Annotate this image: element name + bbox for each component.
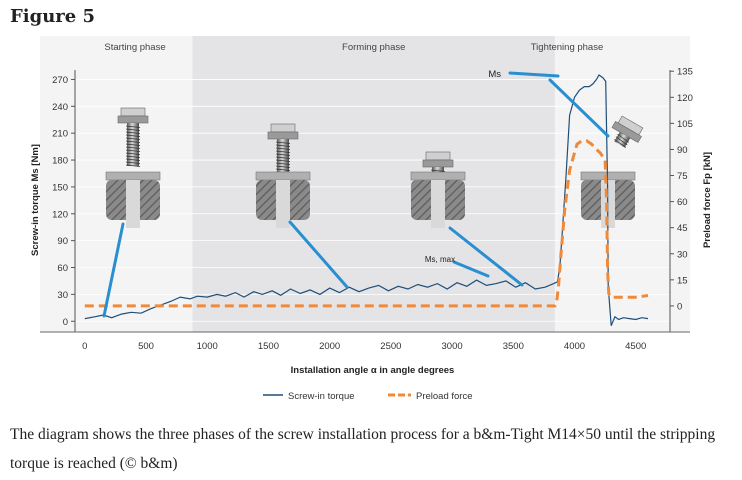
- screw-head: [120, 107, 146, 117]
- figure-caption: The diagram shows the three phases of th…: [10, 426, 716, 472]
- thread-line: [275, 162, 291, 165]
- thread-line: [125, 152, 141, 155]
- callout-line: [288, 220, 349, 289]
- x-tick-label: 2000: [319, 341, 340, 352]
- thread-line: [125, 155, 141, 158]
- left-tick-label: 240: [52, 102, 68, 113]
- x-tick-label: 1000: [197, 341, 218, 352]
- thread-line: [275, 153, 291, 156]
- thread-line: [125, 137, 141, 140]
- phase-label: Forming phase: [342, 42, 405, 53]
- screw-illustration-icon: [117, 107, 149, 167]
- screw-illustration-icon: [611, 115, 644, 148]
- screw-flange: [267, 131, 299, 140]
- thread-line: [125, 158, 141, 161]
- washer: [105, 171, 161, 181]
- thread-line: [125, 146, 141, 149]
- callout-line: [448, 226, 524, 287]
- preload-force-line: [84, 139, 649, 308]
- thread-line: [430, 169, 446, 172]
- ms-annotation: Ms: [488, 69, 501, 80]
- thread-line: [125, 161, 141, 164]
- left-tick-label: 180: [52, 156, 68, 167]
- callout-line: [452, 260, 490, 278]
- left-tick-label: 120: [52, 209, 68, 220]
- right-tick-label: 120: [677, 93, 693, 104]
- workpiece-illustration: [410, 171, 466, 228]
- thread-line: [125, 134, 141, 137]
- phase-label: Tightening phase: [531, 42, 604, 53]
- x-axis-title: Installation angle α in angle degrees: [291, 365, 455, 376]
- pilot-hole: [431, 180, 445, 228]
- thread-line: [614, 139, 627, 148]
- forming-phase-band: [192, 36, 555, 332]
- left-tick-label: 60: [57, 263, 68, 274]
- thread-line: [275, 150, 291, 153]
- right-tick-label: 60: [677, 197, 688, 208]
- left-tick-label: 270: [52, 75, 68, 86]
- thread-line: [615, 136, 628, 146]
- washer: [410, 171, 466, 181]
- right-axis-title: Preload force Fp [kN]: [702, 152, 713, 248]
- workpiece-illustration: [255, 171, 311, 228]
- left-axis-title: Screw-in torque Ms [Nm]: [30, 144, 41, 256]
- thread-line: [125, 149, 141, 152]
- screw-head: [270, 123, 296, 133]
- figure-label: Figure 5: [10, 6, 96, 27]
- workpiece-illustration: [105, 171, 161, 228]
- right-tick-label: 45: [677, 223, 688, 234]
- thread-line: [275, 144, 291, 147]
- washer: [255, 171, 311, 181]
- thread-line: [125, 164, 141, 167]
- x-tick-label: 1500: [258, 341, 279, 352]
- screw-flange: [117, 115, 149, 124]
- pilot-hole: [276, 180, 290, 228]
- screw-shank: [614, 132, 631, 148]
- callout-line: [102, 222, 125, 318]
- left-tick-label: 0: [63, 317, 68, 328]
- left-tick-label: 30: [57, 290, 68, 301]
- x-tick-label: 4500: [625, 341, 646, 352]
- chart: Starting phase Forming phase Tightening ph…: [30, 36, 713, 402]
- right-tick-label: 15: [677, 275, 688, 286]
- x-tick-label: 3500: [503, 341, 524, 352]
- thread-line: [275, 156, 291, 159]
- callout-line: [508, 71, 560, 78]
- thread-line: [275, 165, 291, 168]
- right-tick-label: 75: [677, 171, 688, 182]
- left-tick-label: 90: [57, 236, 68, 247]
- right-tick-label: 30: [677, 249, 688, 260]
- x-tick-label: 2500: [380, 341, 401, 352]
- thread-line: [125, 143, 141, 146]
- thread-line: [125, 131, 141, 134]
- legend-preload-label: Preload force: [416, 391, 473, 402]
- thread-line: [617, 133, 630, 143]
- x-tick-label: 0: [82, 341, 87, 352]
- x-tick-label: 4000: [564, 341, 585, 352]
- right-tick-label: 90: [677, 145, 688, 156]
- thread-line: [275, 159, 291, 162]
- right-tick-label: 105: [677, 119, 693, 130]
- pilot-hole: [126, 180, 140, 228]
- ms-max-annotation: Ms, max: [425, 255, 455, 264]
- screw-flange: [422, 159, 454, 168]
- right-tick-label: 0: [677, 301, 682, 312]
- thread-line: [275, 168, 291, 171]
- left-tick-label: 150: [52, 182, 68, 193]
- left-tick-label: 210: [52, 129, 68, 140]
- screw-in-torque-line: [84, 74, 649, 326]
- thread-line: [125, 125, 141, 128]
- right-tick-label: 135: [677, 67, 693, 78]
- x-tick-label: 500: [138, 341, 154, 352]
- legend-torque-label: Screw-in torque: [288, 391, 355, 402]
- thread-line: [275, 147, 291, 150]
- screw-head: [425, 151, 451, 161]
- thread-line: [275, 141, 291, 144]
- thread-line: [125, 128, 141, 131]
- x-tick-label: 3000: [442, 341, 463, 352]
- phase-label: Starting phase: [104, 42, 165, 53]
- thread-line: [125, 140, 141, 143]
- callout-line: [548, 78, 610, 138]
